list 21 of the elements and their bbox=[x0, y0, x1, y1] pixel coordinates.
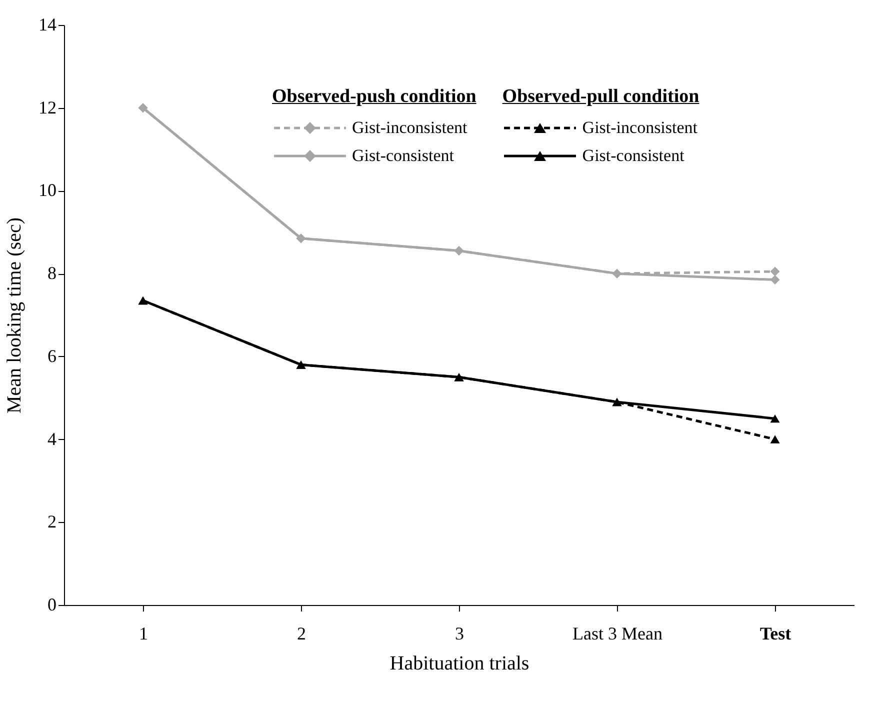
x-tick-label: 2 bbox=[297, 624, 306, 644]
y-tick-label: 12 bbox=[38, 97, 56, 118]
y-tick-label: 0 bbox=[48, 594, 56, 614]
x-tick-label: Last 3 Mean bbox=[572, 624, 662, 644]
y-tick-label: 6 bbox=[48, 346, 56, 366]
y-tick-label: 10 bbox=[38, 180, 56, 200]
y-tick-label: 14 bbox=[38, 14, 56, 34]
legend-label: Gist-consistent bbox=[582, 146, 684, 166]
y-axis-title: Mean looking time (sec) bbox=[4, 217, 26, 414]
y-tick-label: 4 bbox=[48, 428, 56, 449]
legend-label: Gist-inconsistent bbox=[352, 118, 468, 138]
annotation: Observed-push condition bbox=[272, 86, 476, 108]
y-tick-label: 2 bbox=[48, 512, 56, 532]
x-tick-label: Test bbox=[760, 624, 792, 644]
x-tick-label: 1 bbox=[139, 624, 148, 644]
y-tick-label: 8 bbox=[48, 263, 56, 284]
legend-label: Gist-inconsistent bbox=[582, 118, 698, 138]
legend-label: Gist-consistent bbox=[352, 146, 454, 166]
x-tick-label: 3 bbox=[455, 624, 464, 644]
x-axis-title: Habituation trials bbox=[390, 652, 530, 674]
annotation: Observed-pull condition bbox=[502, 86, 700, 108]
